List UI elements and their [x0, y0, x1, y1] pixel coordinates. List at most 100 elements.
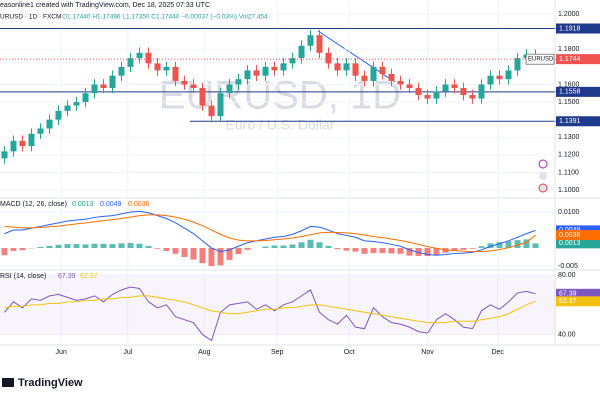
candle-body [226, 84, 233, 94]
candle-body [289, 58, 296, 64]
histogram-bar [19, 248, 26, 251]
logo-mark [2, 378, 14, 387]
candle-body [46, 119, 53, 129]
candle-body [91, 84, 98, 94]
histogram-bar [496, 242, 503, 249]
candle-body [280, 63, 287, 71]
candle-body [217, 93, 224, 117]
histogram-bar [289, 244, 296, 249]
candle-body [64, 105, 71, 111]
candle-body [208, 105, 215, 117]
y-tick-label: 1.1600 [558, 81, 580, 88]
histogram-bar [460, 248, 467, 250]
histogram-bar [1, 248, 8, 256]
candle-body [199, 88, 206, 106]
x-tick-label: Dec [491, 349, 504, 356]
legend-value: 0.0036 [128, 201, 150, 208]
histogram-bar [307, 239, 314, 249]
level-label: 1.1558 [559, 89, 581, 96]
level-label: 1.1391 [559, 118, 581, 125]
histogram-bar [442, 248, 449, 253]
histogram-bar [271, 245, 278, 249]
histogram-bar [478, 246, 485, 249]
y-tick-label: 1.1300 [558, 134, 580, 141]
level-box [556, 116, 600, 127]
symbol-tag-box [525, 53, 555, 65]
candle-body [136, 52, 143, 59]
histogram-bar [145, 245, 152, 249]
histogram-bar [172, 248, 179, 254]
histogram-bar [154, 248, 161, 249]
x-tick-label: Nov [421, 349, 434, 356]
candle-body [298, 45, 305, 59]
histogram-last-label: 0.0013 [559, 240, 581, 247]
candle-body [460, 88, 467, 96]
alert-icon[interactable] [538, 159, 548, 169]
histogram-bar [10, 248, 17, 251]
histogram-bar [361, 248, 368, 254]
histogram-bar [55, 244, 62, 249]
candle-body [172, 66, 179, 81]
histogram-bar [46, 245, 53, 249]
candle-body [181, 80, 188, 85]
candle-body [253, 70, 260, 76]
candle-body [37, 128, 44, 134]
candle-body [262, 66, 269, 76]
event-icon[interactable] [538, 183, 548, 193]
histogram-bar [262, 246, 269, 249]
candle-body [154, 63, 161, 71]
histogram-bar [109, 244, 116, 249]
histogram-bar [208, 248, 215, 267]
x-tick-label: Jul [123, 349, 132, 356]
candle-body [343, 63, 350, 71]
y-tick-label: 1.1100 [558, 169, 579, 176]
histogram-bar [424, 248, 431, 256]
symbol: URUSD · 1D · FXCM [0, 14, 61, 21]
histogram-bar [334, 248, 341, 250]
candle-body [352, 63, 359, 76]
candle-body [388, 73, 395, 81]
candle-body [55, 110, 62, 120]
series-last-label: 67.39 [559, 291, 577, 298]
series-last-label: 62.37 [559, 298, 577, 305]
y-tick-label: 40.00 [558, 331, 576, 338]
histogram-bar [37, 246, 44, 249]
histogram-bar [235, 248, 242, 255]
histogram-bar [217, 248, 224, 266]
y-tick-label: 0.0100 [558, 209, 580, 216]
candle-body [325, 52, 332, 64]
level-label: 1.1918 [559, 25, 581, 32]
histogram-bar [469, 248, 476, 249]
y-tick-label: -0.005 [558, 263, 578, 270]
event-icon[interactable] [539, 172, 547, 180]
histogram-bar [505, 241, 512, 249]
candle-body [10, 140, 17, 152]
candle-body [316, 35, 323, 53]
plot-layer: 1.2000 1.1800 1.1600 1.1500 1.1300 1.1200 1.11… [0, 0, 600, 356]
histogram-last-label-box [556, 238, 600, 249]
series-line [4, 286, 536, 342]
x-tick-label: Sep [271, 349, 284, 356]
histogram-bar [127, 243, 134, 249]
x-tick-label: Oct [344, 349, 355, 356]
histogram-bar [64, 244, 71, 249]
series-last-label: 0.0036 [559, 232, 581, 239]
legend-value: 0.0013 [72, 201, 94, 208]
histogram-bar [298, 242, 305, 249]
candle-body [190, 84, 197, 88]
histogram-bar [406, 248, 413, 256]
candle-body [145, 52, 152, 64]
candle-body [1, 151, 8, 159]
candle-body [406, 84, 413, 88]
candle-body [514, 58, 521, 71]
histogram-bar [397, 248, 404, 254]
histogram-bar [532, 243, 539, 249]
candle-body [109, 75, 116, 88]
histogram-bar [280, 245, 287, 249]
histogram-bar [316, 242, 323, 249]
candle-body [505, 70, 512, 80]
histogram-bar [73, 244, 80, 249]
series-last-label-box [556, 288, 600, 299]
